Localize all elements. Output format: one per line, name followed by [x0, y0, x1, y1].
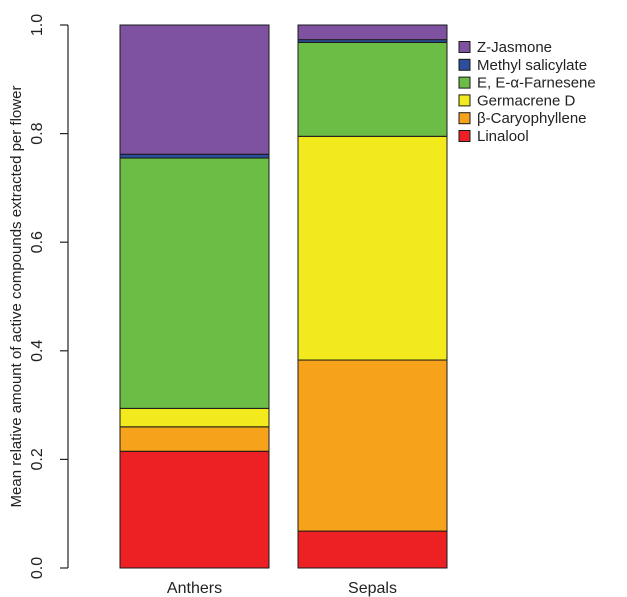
- bar-segment-sepals-1: [297, 359, 448, 532]
- bar-segment-sepals-2: [297, 135, 448, 361]
- y-axis: 0.0 0.2 0.4 0.6 0.8 1.0: [29, 14, 69, 579]
- bar-segment-anthers-4: [119, 153, 270, 159]
- y-tick-label: 1.0: [29, 14, 46, 36]
- y-tick-label: 0.4: [29, 340, 46, 362]
- y-tick-label: 0.0: [29, 557, 46, 579]
- legend-swatch: [458, 94, 471, 107]
- y-tick-label: 0.2: [29, 448, 46, 470]
- bar-segment-anthers-2: [119, 407, 270, 428]
- bar-segment-anthers-5: [119, 24, 270, 155]
- y-axis-title: Mean relative amount of active compounds…: [8, 86, 25, 508]
- y-tick-label: 0.8: [29, 122, 46, 144]
- bar-segment-sepals-0: [297, 530, 448, 569]
- bar-segment-sepals-5: [297, 24, 448, 41]
- legend-label: Methyl salicylate: [477, 57, 587, 74]
- legend-swatch: [458, 58, 471, 71]
- legend-swatch: [458, 130, 471, 142]
- legend-label: Z-Jasmone: [477, 39, 552, 56]
- bar-segment-sepals-3: [297, 41, 448, 137]
- legend-swatch: [458, 112, 471, 125]
- bars: [119, 24, 448, 569]
- legend-label: β-Caryophyllene: [477, 110, 587, 127]
- legend-swatch: [458, 76, 471, 89]
- legend-label: E, E-α-Farnesene: [477, 75, 596, 92]
- legend-swatch: [458, 41, 471, 53]
- category-label: Anthers: [167, 580, 222, 597]
- bar-segment-anthers-0: [119, 450, 270, 569]
- category-labels: Anthers Sepals: [167, 580, 397, 597]
- bar-segment-anthers-3: [119, 157, 270, 409]
- legend-label: Germacrene D: [477, 92, 576, 109]
- category-label: Sepals: [348, 580, 397, 597]
- legend-label: Linalool: [477, 128, 529, 145]
- y-tick-label: 0.6: [29, 231, 46, 253]
- bar-segment-anthers-1: [119, 426, 270, 452]
